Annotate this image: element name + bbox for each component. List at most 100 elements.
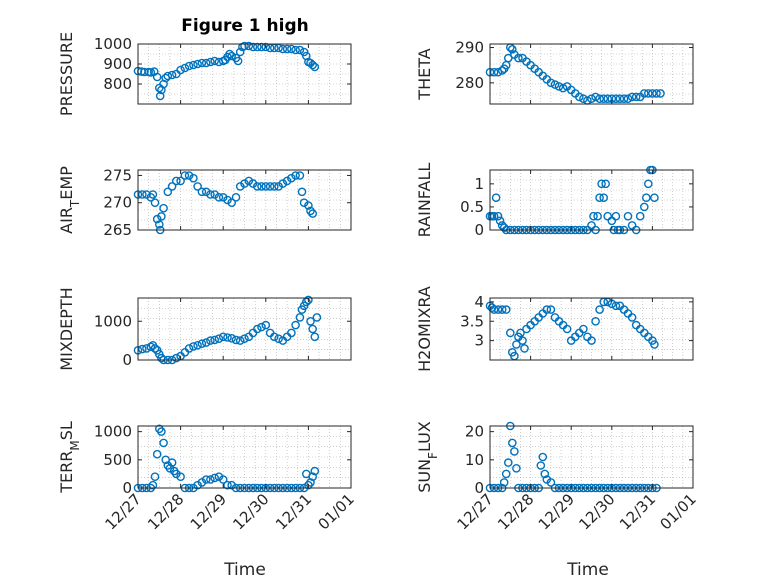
- plot-2-data-point: [615, 94, 625, 103]
- plot-5-data-point: [312, 313, 322, 322]
- plot-1-y-tick-label: 900: [103, 55, 132, 73]
- plot-7-axes-box: [137, 425, 352, 489]
- plot-2-data-point: [503, 53, 513, 63]
- plot-3-data-point: [257, 182, 266, 191]
- plot-5-data-point: [261, 320, 271, 330]
- plot-3-data-point: [150, 198, 160, 207]
- plot-5-data-point: [291, 320, 300, 330]
- plot-2-data-point: [591, 92, 600, 102]
- plot-4-data-point: [623, 211, 633, 221]
- plot-5-data-point: [137, 344, 147, 354]
- plot-4-data-point: [589, 211, 598, 221]
- plot-7-data-point: [310, 466, 320, 476]
- plot-3-data-point: [304, 201, 313, 210]
- plot-4-data-point: [640, 202, 649, 212]
- plot-5-data-point: [150, 344, 160, 353]
- plot-5-data-point: [306, 316, 315, 326]
- plot-1-data-point: [310, 62, 320, 72]
- plot-3-data-point: [282, 176, 292, 186]
- plot-8-data-point: [510, 447, 519, 456]
- plot-4-data-point: [493, 211, 503, 221]
- plot-1-data-point: [146, 68, 156, 77]
- plot-8-data-point: [546, 478, 556, 487]
- plot-1-data-point: [163, 71, 173, 81]
- plot-1-data-point: [278, 44, 288, 54]
- plot-7-data-point: [167, 458, 177, 467]
- plot-2-data-point: [656, 89, 665, 98]
- plot-5-data-point: [252, 324, 262, 334]
- plot-3-data-point: [157, 212, 166, 221]
- plot-4-data-point: [644, 179, 653, 189]
- plot-7-data-point: [218, 475, 228, 484]
- plot-7-data-point: [171, 469, 181, 479]
- plot-8-x-tick-label: 01/01: [657, 490, 700, 533]
- plot-6-data-point: [493, 305, 503, 314]
- plot-3-data-point: [214, 192, 224, 202]
- plot-3-data-point: [197, 187, 207, 197]
- plot-3-data-point: [248, 179, 258, 188]
- plot-7-x-tick-label: 12/31: [272, 490, 315, 533]
- plot-4-data-point: [611, 211, 621, 221]
- plot-3-data-point: [231, 192, 241, 202]
- plot-8-data-point: [499, 478, 509, 487]
- plot-3-data-point: [297, 187, 307, 197]
- plot-7-data-point: [227, 480, 236, 490]
- plot-2-y-label: THETA: [415, 48, 434, 100]
- plot-6-data-point: [516, 328, 525, 338]
- plot-7-y-tick-label: 0: [122, 479, 132, 497]
- plot-7-data-point: [176, 472, 185, 482]
- plot-1-data-point: [197, 58, 207, 68]
- plot-2-data-point: [595, 94, 604, 103]
- plot-2-data-point: [497, 66, 507, 75]
- plot-4-data-point: [635, 211, 645, 221]
- plot-1-axes-box: [137, 43, 352, 105]
- plot-2-data-point: [623, 94, 633, 103]
- plot-5-data-point: [146, 342, 156, 352]
- plot-1-data-point: [308, 60, 318, 70]
- plot-7-y-tick-label: 500: [103, 451, 132, 469]
- plot-2-data-point: [640, 89, 649, 98]
- plot-7-x-tick-label: 01/01: [315, 490, 358, 533]
- plot-6-data-point: [595, 305, 604, 314]
- plot-7-data-point: [193, 480, 202, 490]
- plot-5-data-point: [231, 335, 241, 345]
- plot-1-data-point: [261, 42, 271, 52]
- plot-3-data-point: [227, 198, 236, 207]
- plot-4-data-point: [491, 193, 501, 202]
- plot-4-data-point: [642, 193, 651, 202]
- plot-6-data-point: [542, 305, 552, 314]
- plot-2-data-point: [652, 89, 661, 98]
- plot-1-data-point: [201, 58, 211, 68]
- plot-3-y-label: AIRTEMP: [57, 166, 82, 234]
- plot-1-y-tick-label: 1000: [94, 35, 132, 53]
- plot-1-data-point: [235, 47, 245, 57]
- plot-5-data-point: [304, 295, 313, 305]
- plot-8-data-point: [512, 463, 521, 473]
- plot-7-data-point: [206, 475, 215, 484]
- plot-1-y-tick-label: 800: [103, 75, 132, 93]
- plot-5-data-point: [210, 335, 219, 345]
- plot-3-data-point: [148, 190, 158, 199]
- plot-3-data-point: [295, 171, 305, 180]
- plot-1-data-point: [176, 65, 185, 75]
- plot-4-axes-box: [489, 169, 694, 231]
- plot-7-data-point: [152, 449, 162, 459]
- plot-2-data-point: [550, 80, 560, 89]
- plot-8-axes-box: [489, 425, 694, 489]
- plot-5-data-point: [308, 324, 318, 334]
- plot-5-data-point: [197, 339, 207, 349]
- plot-3-data-point: [252, 182, 262, 191]
- plot-7-y-tick-label: 1000: [94, 423, 132, 441]
- plot-7-data-point: [214, 472, 224, 482]
- plot-1-data-point: [206, 57, 215, 67]
- plot-5-data-point: [235, 336, 245, 345]
- plot-5-data-point: [171, 353, 181, 363]
- plot-4-data-point: [599, 193, 609, 202]
- plot-6-data-point: [611, 301, 621, 311]
- plot-3-axes-box: [137, 169, 352, 231]
- plot-5-data-point: [274, 334, 283, 344]
- plot-1-data-point: [210, 56, 219, 66]
- plot-5-data-point: [201, 338, 211, 347]
- plot-8-data-point: [540, 469, 550, 479]
- plot-5-data-point: [189, 342, 198, 351]
